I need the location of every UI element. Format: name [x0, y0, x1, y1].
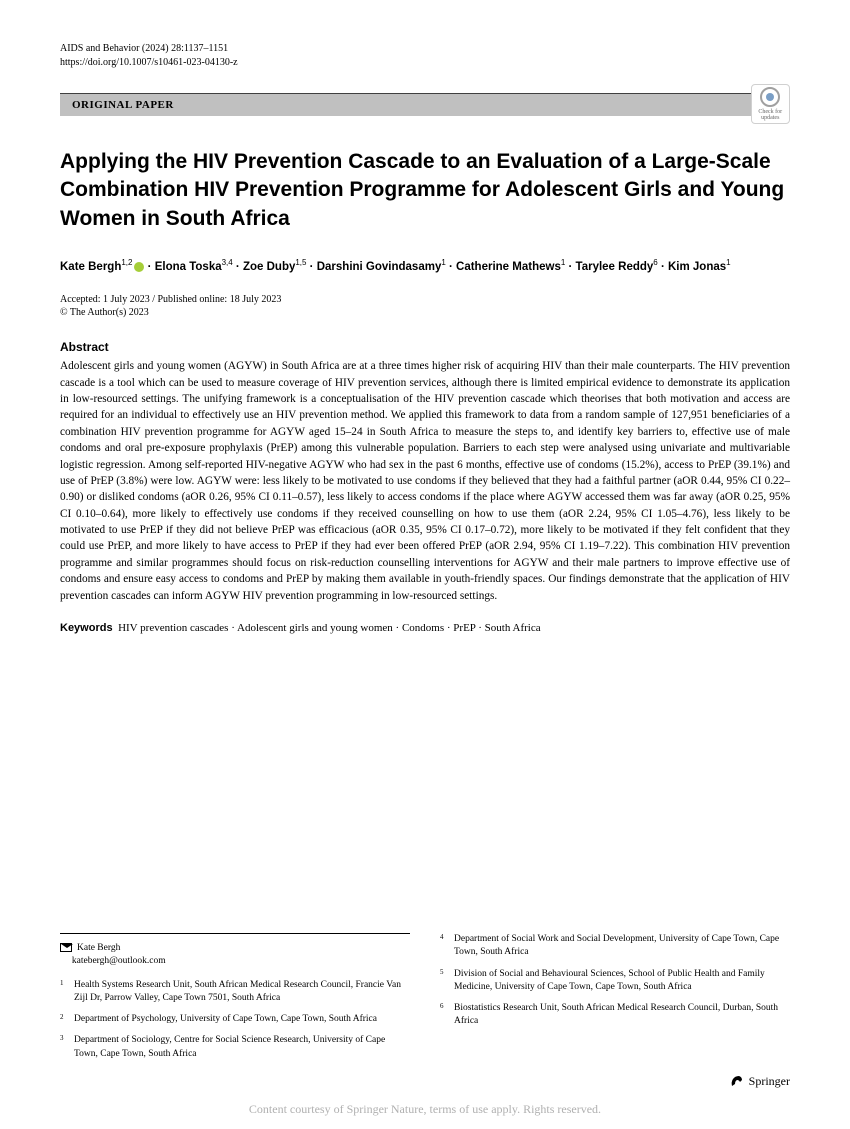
affiliations-left-column: Kate Bergh katebergh@outlook.com 1Health… [60, 933, 410, 1069]
envelope-icon [60, 943, 72, 952]
springer-horse-icon [729, 1073, 745, 1089]
affiliation-number: 4 [440, 933, 454, 960]
affiliation-item: 1Health Systems Research Unit, South Afr… [60, 979, 410, 1006]
check-updates-icon [760, 87, 780, 107]
affiliation-text: Department of Social Work and Social Dev… [454, 933, 790, 960]
affiliation-number: 3 [60, 1034, 74, 1061]
affiliation-item: 4Department of Social Work and Social De… [440, 933, 790, 960]
check-updates-button[interactable]: Check for updates [751, 84, 790, 124]
affiliation-text: Department of Psychology, University of … [74, 1013, 410, 1026]
journal-info: AIDS and Behavior (2024) 28:1137–1151 [60, 42, 790, 56]
corresponding-author: Kate Bergh katebergh@outlook.com [60, 942, 410, 969]
paper-type-badge: ORIGINAL PAPER [60, 93, 751, 116]
affiliation-item: 5Division of Social and Behavioural Scie… [440, 968, 790, 995]
copyright-notice: © The Author(s) 2023 [60, 307, 790, 318]
affiliation-text: Biostatistics Research Unit, South Afric… [454, 1002, 790, 1029]
author: Elona Toska3,4 [155, 261, 233, 273]
affiliation-number: 5 [440, 968, 454, 995]
authors-list: Kate Bergh1,2 · Elona Toska3,4 · Zoe Dub… [60, 257, 790, 276]
affiliations-right-column: 4Department of Social Work and Social De… [440, 933, 790, 1069]
paper-type-row: ORIGINAL PAPER Check for updates [60, 84, 790, 124]
affiliation-text: Department of Sociology, Centre for Soci… [74, 1034, 410, 1061]
affiliation-number: 1 [60, 979, 74, 1006]
publication-dates: Accepted: 1 July 2023 / Published online… [60, 294, 790, 305]
publisher-logo: Springer [729, 1073, 790, 1089]
keywords-text: HIV prevention cascades · Adolescent gir… [118, 622, 541, 634]
publisher-name: Springer [749, 1074, 790, 1089]
corresponding-email[interactable]: katebergh@outlook.com [72, 956, 166, 966]
affiliation-item: 6Biostatistics Research Unit, South Afri… [440, 1002, 790, 1029]
affiliation-number: 6 [440, 1002, 454, 1029]
corresponding-name: Kate Bergh [77, 943, 120, 953]
author: Zoe Duby1,5 [243, 261, 307, 273]
check-updates-label: Check for updates [752, 109, 789, 121]
affiliations-section: Kate Bergh katebergh@outlook.com 1Health… [60, 933, 790, 1069]
affiliation-text: Division of Social and Behavioural Scien… [454, 968, 790, 995]
keywords-label: Keywords [60, 622, 113, 634]
article-title: Applying the HIV Prevention Cascade to a… [60, 148, 790, 233]
abstract-heading: Abstract [60, 340, 790, 354]
footer-disclaimer: Content courtesy of Springer Nature, ter… [0, 1102, 850, 1117]
author: Catherine Mathews1 [456, 261, 565, 273]
header-info: AIDS and Behavior (2024) 28:1137–1151 ht… [60, 42, 790, 70]
affiliation-item: 2Department of Psychology, University of… [60, 1013, 410, 1026]
author: Tarylee Reddy6 [576, 261, 658, 273]
abstract-text: Adolescent girls and young women (AGYW) … [60, 358, 790, 604]
author: Kate Bergh1,2 [60, 261, 132, 273]
orcid-icon[interactable] [134, 262, 144, 272]
author: Kim Jonas1 [668, 261, 731, 273]
affiliation-item: 3Department of Sociology, Centre for Soc… [60, 1034, 410, 1061]
doi-link[interactable]: https://doi.org/10.1007/s10461-023-04130… [60, 56, 790, 70]
keywords-section: Keywords HIV prevention cascades · Adole… [60, 622, 790, 634]
affiliation-text: Health Systems Research Unit, South Afri… [74, 979, 410, 1006]
author: Darshini Govindasamy1 [317, 261, 446, 273]
affiliation-number: 2 [60, 1013, 74, 1026]
